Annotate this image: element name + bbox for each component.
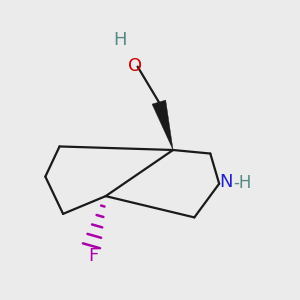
Text: N: N <box>219 173 232 191</box>
Polygon shape <box>152 100 173 150</box>
Text: -H: -H <box>233 174 251 192</box>
Text: O: O <box>128 57 142 75</box>
Text: F: F <box>88 248 98 266</box>
Text: H: H <box>113 31 127 49</box>
